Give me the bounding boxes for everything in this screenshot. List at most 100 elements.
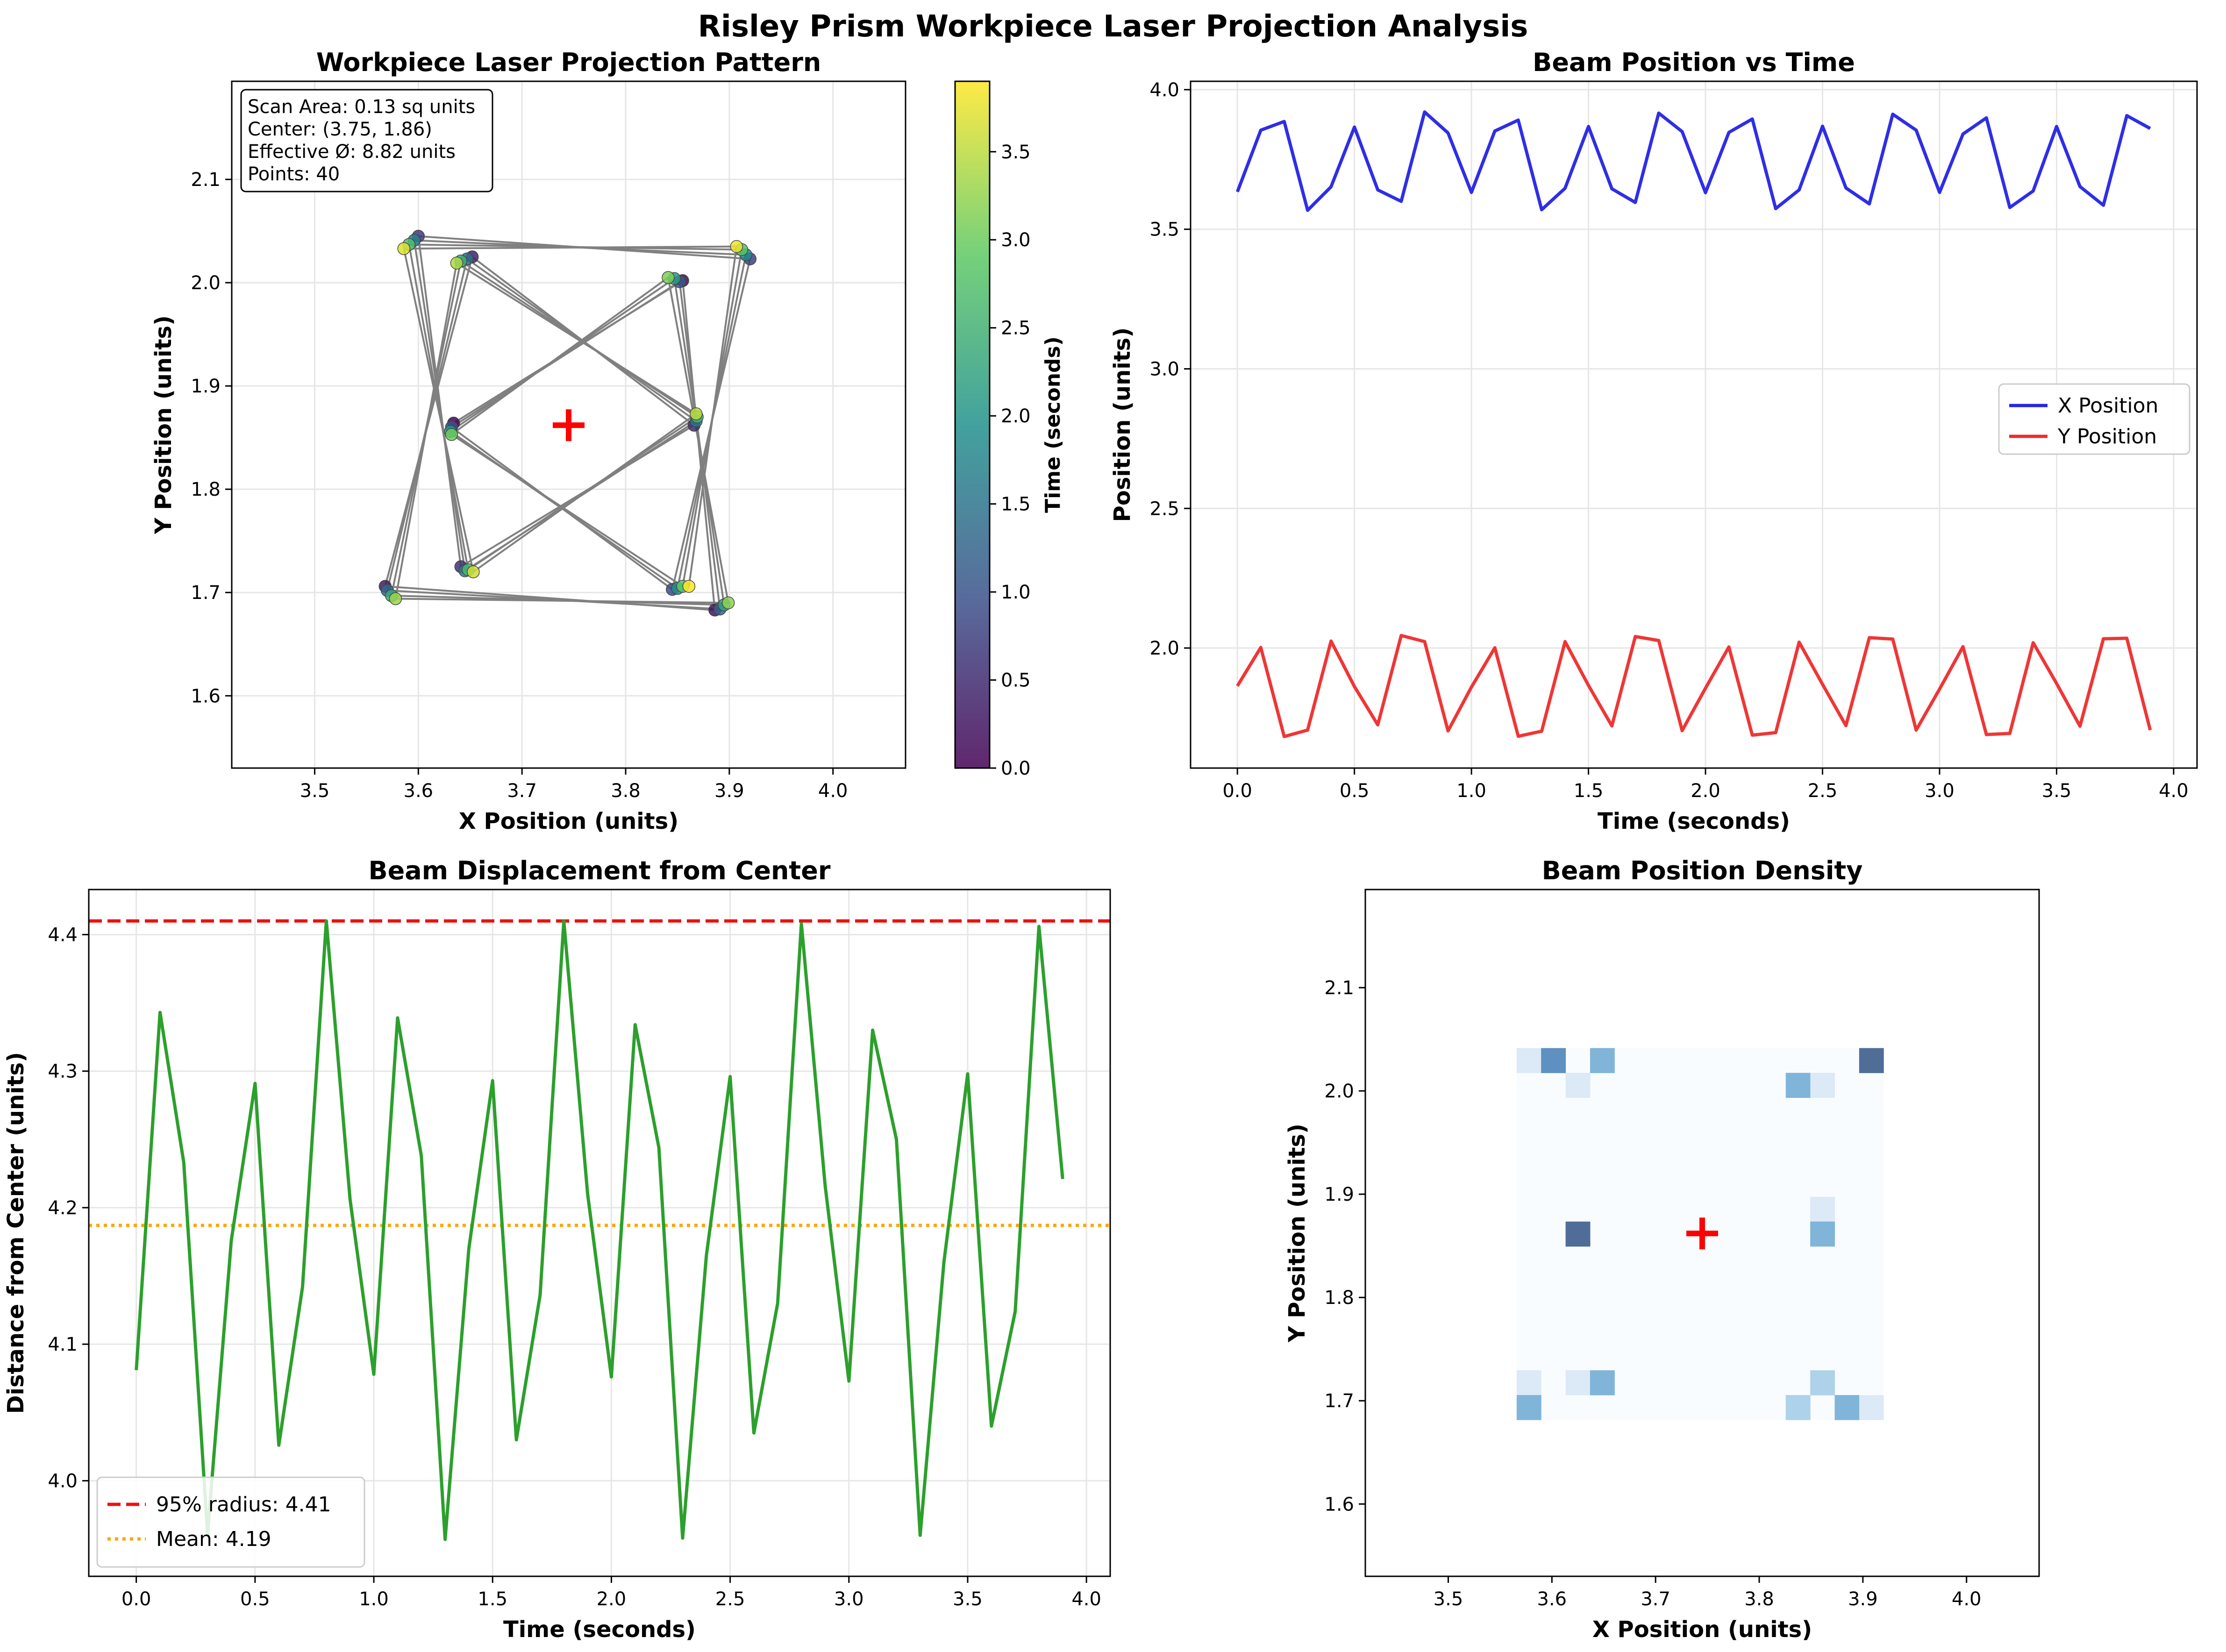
- trajectory-segment: [395, 598, 728, 604]
- panel-title: Workpiece Laser Projection Pattern: [316, 48, 821, 77]
- figure-title: Risley Prism Workpiece Laser Projection …: [698, 9, 1528, 44]
- scatter-point: [721, 596, 735, 610]
- y-tick-label: 4.3: [48, 1061, 78, 1082]
- x-axis-label: Time (seconds): [503, 1616, 696, 1643]
- x-tick-label: 2.0: [597, 1588, 627, 1610]
- legend-label: Y Position: [2057, 425, 2157, 449]
- heatmap-cell: [1785, 1073, 1811, 1098]
- heatmap-cell: [1565, 1073, 1591, 1098]
- series-line-x: [1235, 110, 2151, 212]
- panel-title: Beam Position Density: [1542, 856, 1863, 885]
- heatmap-cell: [1810, 1073, 1835, 1098]
- colorbar-tick-label: 2.0: [1001, 406, 1031, 427]
- heatmap-cell: [1590, 1370, 1615, 1396]
- x-tick-label: 4.0: [1071, 1588, 1101, 1610]
- plot-area: [1235, 110, 2152, 738]
- y-tick-label: 2.5: [1149, 498, 1179, 520]
- legend-label: Mean: 4.19: [156, 1527, 271, 1551]
- x-tick-label: 3.6: [404, 780, 434, 802]
- x-tick-label: 3.8: [1744, 1588, 1774, 1610]
- y-tick-label: 4.0: [1149, 79, 1179, 101]
- scatter-point: [467, 565, 480, 578]
- x-tick-label: 1.0: [359, 1588, 389, 1610]
- scatter-point: [730, 240, 743, 253]
- colorbar-label: Time (seconds): [1041, 336, 1065, 513]
- x-axis-label: X Position (units): [459, 808, 678, 834]
- trajectory-segment: [472, 413, 697, 573]
- axes-frame: [231, 80, 906, 769]
- legend-label: 95% radius: 4.41: [156, 1493, 331, 1517]
- scatter-point: [682, 580, 696, 593]
- trajectory-segment: [688, 246, 738, 587]
- plot-area: [89, 919, 1110, 1541]
- y-axis-label: Y Position (units): [150, 315, 177, 534]
- x-tick-label: 3.7: [507, 780, 537, 802]
- time-colorbar: 0.0 0.5 1.0 1.5 2.0 2.5 3.0 3.5 Time (seconds): [954, 80, 1065, 779]
- info-box-line: Scan Area: 0.13 sq units: [248, 96, 475, 118]
- axes-frame: [1190, 80, 2198, 769]
- y-tick-label: 1.8: [191, 479, 221, 500]
- x-tick-label: 0.5: [1340, 780, 1370, 802]
- x-tick-label: 0.0: [1222, 780, 1252, 802]
- x-tick-label: 3.9: [1848, 1588, 1878, 1610]
- y-tick-label: 1.9: [191, 376, 221, 397]
- scatter-point: [445, 428, 458, 441]
- colorbar-tick-label: 1.0: [1001, 582, 1031, 603]
- heatmap-cell: [1516, 1370, 1541, 1396]
- x-tick-label: 4.0: [2159, 780, 2189, 802]
- trajectory-segment: [460, 260, 698, 418]
- heatmap-cell: [1565, 1221, 1591, 1247]
- displacement-panel: 95% radius: 4.41 Mean: 4.19 0.0 0.5 1.0 1.5 2.…: [3, 856, 1111, 1643]
- heatmap-cell: [1516, 1048, 1541, 1073]
- y-tick-label: 1.7: [1324, 1390, 1354, 1412]
- y-tick-label: 1.6: [191, 685, 221, 707]
- x-tick-label: 1.5: [1574, 780, 1604, 802]
- heatmap-cell: [1565, 1370, 1591, 1396]
- position-density-panel: 3.5 3.6 3.7 3.8 3.9 4.0 1.6 1.7 1.8 1.9 2.0 2.1 Beam…: [1284, 856, 2040, 1643]
- x-tick-label: 2.5: [1808, 780, 1838, 802]
- axes-frame: [88, 889, 1111, 1577]
- y-axis-label: Y Position (units): [1284, 1124, 1310, 1343]
- panel-title: Beam Position vs Time: [1533, 48, 1855, 77]
- heatmap-cell: [1541, 1048, 1566, 1073]
- y-tick-label: 4.0: [48, 1470, 78, 1492]
- trajectory-segment: [456, 262, 697, 415]
- heatmap-cell: [1810, 1221, 1835, 1247]
- x-tick-label: 3.0: [1925, 780, 1955, 802]
- scatter-point: [690, 407, 703, 420]
- colorbar-tick-label: 2.5: [1001, 318, 1031, 339]
- x-tick-label: 3.5: [953, 1588, 983, 1610]
- colorbar-tick-label: 3.5: [1001, 142, 1031, 163]
- heatmap-cell: [1590, 1048, 1615, 1073]
- x-tick-label: 3.7: [1641, 1588, 1670, 1610]
- x-tick-label: 3.0: [834, 1588, 864, 1610]
- trajectory-segment: [451, 277, 669, 435]
- x-tick-label: 3.9: [714, 780, 744, 802]
- trajectory-segment: [394, 263, 458, 599]
- x-tick-label: 4.0: [818, 780, 848, 802]
- x-tick-label: 0.0: [121, 1588, 151, 1610]
- legend-box: [96, 1476, 365, 1568]
- y-tick-label: 1.7: [191, 582, 221, 604]
- y-tick-label: 2.0: [191, 272, 221, 294]
- trajectory-segment: [404, 245, 737, 250]
- x-axis-label: Time (seconds): [1598, 808, 1790, 834]
- series-line-y: [1236, 634, 2152, 738]
- heatmap-cell: [1859, 1048, 1884, 1073]
- colorbar-tick-label: 1.5: [1001, 494, 1031, 515]
- y-tick-label: 3.5: [1149, 219, 1179, 241]
- x-tick-label: 1.5: [478, 1588, 507, 1610]
- x-tick-label: 3.5: [1434, 1588, 1463, 1610]
- y-tick-label: 4.1: [48, 1334, 78, 1355]
- heatmap-cell: [1785, 1395, 1811, 1420]
- info-box-line: Effective Ø: 8.82 units: [248, 141, 456, 163]
- x-tick-label: 2.0: [1691, 780, 1720, 802]
- heatmap-cell: [1516, 1395, 1541, 1420]
- trajectory-segment: [667, 277, 729, 603]
- colorbar-gradient: [954, 80, 991, 769]
- x-tick-label: 2.5: [715, 1588, 745, 1610]
- y-tick-label: 2.1: [1324, 977, 1354, 999]
- y-tick-label: 4.2: [48, 1197, 78, 1219]
- trajectory-segment: [413, 240, 466, 571]
